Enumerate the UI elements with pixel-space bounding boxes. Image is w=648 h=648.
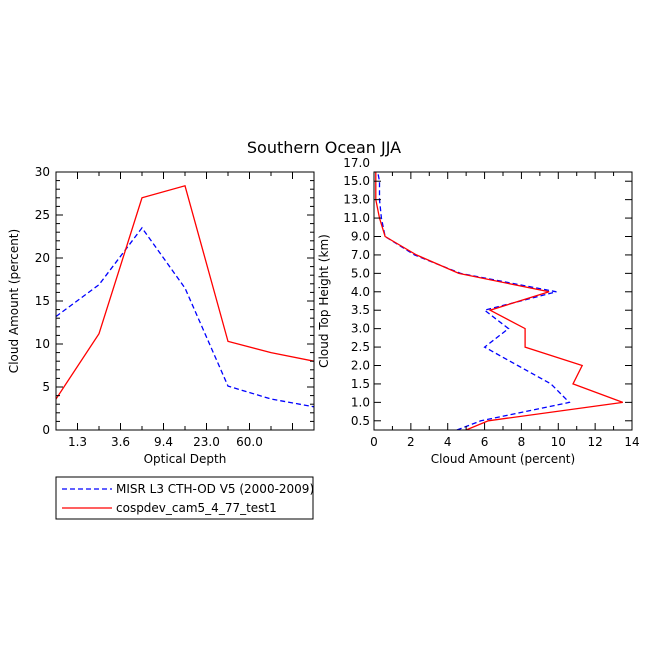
y-tick-label: 15 [35,294,50,308]
x-tick-label: 2 [407,435,415,449]
y-tick-label: 5 [42,380,50,394]
x-tick-label: 0 [370,435,378,449]
y-tick-label: 5.0 [351,266,370,280]
legend-label-model: cospdev_cam5_4_77_test1 [116,501,277,515]
plot-frame [55,171,315,431]
x-tick-label: 60.0 [236,435,263,449]
x-axis-label: Cloud Amount (percent) [431,452,575,466]
y-tick-label: 3.5 [351,303,370,317]
y-tick-label: 0.5 [351,414,370,428]
x-tick-label: 12 [588,435,603,449]
y-tick-label: 1.0 [351,395,370,409]
x-tick-label: 3.6 [111,435,130,449]
y-tick-label: 20 [35,251,50,265]
x-axis-label: Optical Depth [144,452,227,466]
right-panel-cloud-top-height: 0 2 4 6 8 10 12 14 0.5 1.0 1.5 2.0 2.5 3.0 3.5 4.0 5.0 7.… [317,156,640,466]
y-tick-label: 9.0 [351,230,370,244]
y-tick-label: 11.0 [343,211,370,225]
y-tick-label: 3.0 [351,322,370,336]
x-tick-label: 10 [551,435,566,449]
legend-label-obs: MISR L3 CTH-OD V5 (2000-2009) [116,482,314,496]
x-tick-label: 6 [481,435,489,449]
y-tick-label: 2.0 [351,359,370,373]
y-tick-label: 0 [42,423,50,437]
y-tick-label: 2.5 [351,340,370,354]
legend-box [55,476,314,520]
x-tick-label: 23.0 [193,435,220,449]
y-tick-label: 30 [35,165,50,179]
y-tick-label: 1.5 [351,377,370,391]
series-line-model [375,172,624,430]
x-tick-label: 14 [624,435,639,449]
y-tick-label: 13.0 [343,193,370,207]
y-tick-label: 10 [35,337,50,351]
series-line-model [56,184,314,400]
legend: MISR L3 CTH-OD V5 (2000-2009) cospdev_ca… [55,476,314,520]
series-line-obs [377,172,571,430]
y-tick-label: 25 [35,208,50,222]
y-axis-label: Cloud Amount (percent) [7,229,21,373]
x-tick-label: 8 [518,435,526,449]
y-tick-label: 17.0 [343,156,370,170]
left-panel-optical-depth: 1.3 3.6 9.4 23.0 60.0 0 5 10 15 20 25 30 Optical Dep… [7,165,315,466]
y-tick-label: 7.0 [351,248,370,262]
x-tick-label: 1.3 [68,435,87,449]
y-tick-label: 4.0 [351,285,370,299]
x-tick-label: 4 [444,435,452,449]
y-axis-label: Cloud Top Height (km) [317,234,331,368]
x-tick-label: 9.4 [154,435,173,449]
chart-title: Southern Ocean JJA [247,138,401,157]
y-tick-label: 15.0 [343,174,370,188]
series-line-obs [56,226,314,408]
